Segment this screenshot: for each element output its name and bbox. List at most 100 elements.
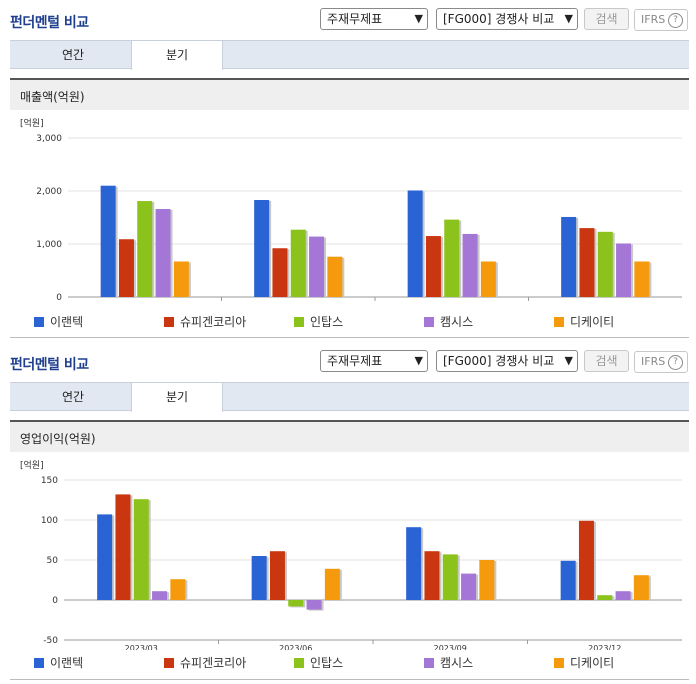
bar[interactable] [290,229,306,297]
bar[interactable] [406,527,422,600]
bar[interactable] [633,575,649,600]
legend-swatch [34,658,44,668]
help-icon: ? [668,355,683,370]
bar[interactable] [424,551,440,600]
bar[interactable] [442,554,458,600]
legend-item[interactable]: 캠시스 [424,315,473,329]
operating-profit-chart: [억원] -50 0 50 100 150 2023/03 2023/06 2023/09 202… [20,459,682,650]
y-tick-label: 1,000 [36,240,62,250]
bar[interactable] [444,219,460,297]
chevron-down-icon: ▼ [414,12,423,25]
y-tick-label: 0 [52,596,58,606]
period-tabs: 연간 분기 [10,382,689,412]
tab-quarterly[interactable]: 분기 [131,40,223,70]
bar[interactable] [578,520,594,600]
bar[interactable] [306,600,322,610]
bar[interactable] [407,190,423,297]
sales-chart: [억원] 0 1,000 2,000 3,000 2023/03 2023/06 2023/0… [20,117,682,302]
bar[interactable] [118,239,134,297]
chart-legend: 이랜텍 슈피겐코리아 인탑스 캠시스 디케이티 [0,656,696,672]
divider [10,337,689,338]
search-button[interactable]: 검색 [584,350,629,372]
bar[interactable] [634,261,650,297]
bar[interactable] [597,231,613,297]
legend-item[interactable]: 인탑스 [294,656,343,670]
ifrs-help-button[interactable]: IFRS? [634,351,688,373]
legend-item[interactable]: 슈피겐코리아 [164,656,246,670]
bar[interactable] [170,579,186,600]
bar[interactable] [288,600,304,607]
statement-select[interactable]: 주재무제표 ▼ [320,8,428,30]
legend-label: 디케이티 [570,656,615,670]
bar[interactable] [579,228,595,297]
statement-select-value: 주재무제표 [327,354,383,368]
statement-select[interactable]: 주재무제표 ▼ [320,350,428,372]
bar[interactable] [425,236,441,297]
legend-item[interactable]: 이랜텍 [34,656,83,670]
x-tick-label: 2023/09 [434,644,467,650]
search-button[interactable]: 검색 [584,8,629,30]
bar[interactable] [269,551,285,600]
bar[interactable] [327,256,343,297]
y-tick-label: 3,000 [36,134,62,144]
period-tabs: 연간 분기 [10,40,689,70]
legend-item[interactable]: 슈피겐코리아 [164,315,246,329]
panel-title: 펀더멘털 비교 [10,357,89,373]
legend-item[interactable]: 인탑스 [294,315,343,329]
metric-header: 영업이익(억원) [10,420,689,452]
bar[interactable] [324,568,340,600]
metric-title: 매출액(억원) [20,90,85,104]
legend-label: 인탑스 [310,315,344,329]
peer-group-select[interactable]: [FG000] 경쟁사 비교 ▼ [436,8,578,30]
legend-label: 인탑스 [310,656,344,670]
ifrs-label: IFRS [641,13,666,26]
ifrs-help-button[interactable]: IFRS? [634,9,688,31]
legend-swatch [164,317,174,327]
legend-swatch [554,658,564,668]
x-tick-label: 2023/12 [589,301,622,302]
y-tick-label: 2,000 [36,187,62,197]
y-tick-label: 100 [41,516,58,526]
legend-label: 이랜텍 [50,315,84,329]
bar[interactable] [152,591,168,600]
tab-annual[interactable]: 연간 [61,390,85,404]
panel-header: 펀더멘털 비교 주재무제표 ▼ [FG000] 경쟁사 비교 ▼ 검색 IFRS? [0,0,696,36]
bar[interactable] [309,236,325,297]
bar[interactable] [597,595,613,600]
bar[interactable] [137,201,153,297]
tab-quarterly[interactable]: 분기 [131,382,223,412]
legend-swatch [294,658,304,668]
bar[interactable] [479,560,495,600]
legend-item[interactable]: 디케이티 [554,656,614,670]
tab-annual[interactable]: 연간 [61,48,85,62]
bar[interactable] [173,261,189,297]
legend-swatch [294,317,304,327]
bar[interactable] [480,261,496,297]
legend-item[interactable]: 캠시스 [424,656,473,670]
bar[interactable] [616,243,632,297]
x-tick-label: 2023/06 [279,644,312,650]
bar[interactable] [133,499,149,600]
bar[interactable] [97,514,113,600]
bar[interactable] [115,494,131,600]
legend-item[interactable]: 이랜텍 [34,315,83,329]
bar[interactable] [155,209,171,297]
bar[interactable] [272,248,288,297]
bar[interactable] [615,591,631,600]
legend-item[interactable]: 디케이티 [554,315,614,329]
x-tick-label: 2023/03 [128,301,161,302]
bar[interactable] [561,216,577,297]
peer-group-select[interactable]: [FG000] 경쟁사 비교 ▼ [436,350,578,372]
bar[interactable] [254,200,270,297]
bar[interactable] [462,233,478,297]
bar[interactable] [100,185,116,297]
bar[interactable] [461,573,477,600]
fundamental-panel-sales: 펀더멘털 비교 주재무제표 ▼ [FG000] 경쟁사 비교 ▼ 검색 IFRS? … [0,0,696,338]
y-tick-label: 150 [41,476,58,486]
bar[interactable] [560,560,576,600]
bar[interactable] [251,556,267,600]
legend-label: 슈피겐코리아 [180,656,247,670]
x-tick-label: 2023/06 [282,301,315,302]
legend-label: 디케이티 [570,315,615,329]
y-unit-label: [억원] [20,117,44,129]
